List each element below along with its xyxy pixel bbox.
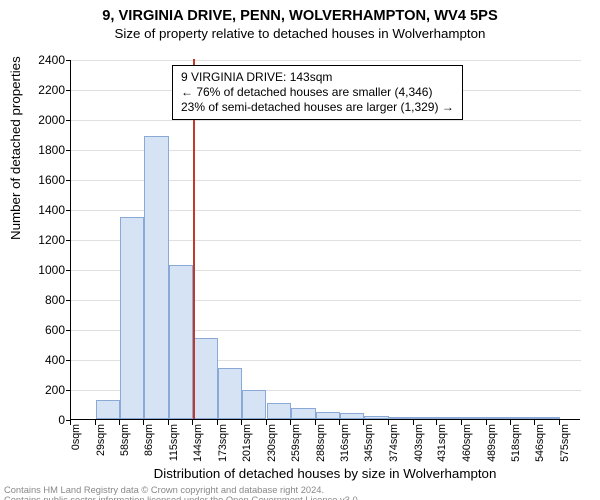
histogram-bar <box>437 417 462 419</box>
histogram-bar <box>535 417 560 419</box>
y-tick-label: 600 <box>5 323 65 337</box>
annotation-line2: ← 76% of detached houses are smaller (4,… <box>181 85 454 100</box>
footer-line2: Contains public sector information licen… <box>4 495 596 500</box>
x-axis-label: Distribution of detached houses by size … <box>70 466 580 481</box>
y-tick-label: 1400 <box>5 203 65 217</box>
histogram-bar <box>96 400 121 420</box>
histogram-bar <box>193 338 218 419</box>
histogram-bar <box>218 368 242 419</box>
annotation-line3: 23% of semi-detached houses are larger (… <box>181 100 454 115</box>
y-tick-label: 200 <box>5 383 65 397</box>
histogram-bar <box>316 412 340 419</box>
y-tick-mark <box>66 120 71 121</box>
footer-attribution: Contains HM Land Registry data © Crown c… <box>4 485 596 500</box>
y-tick-label: 1200 <box>5 233 65 247</box>
histogram-bar <box>291 408 316 419</box>
y-tick-label: 2000 <box>5 113 65 127</box>
plot-wrap: 9 VIRGINIA DRIVE: 143sqm ← 76% of detach… <box>70 60 580 420</box>
histogram-bar <box>487 417 512 419</box>
y-tick-mark <box>66 90 71 91</box>
y-tick-mark <box>66 300 71 301</box>
y-tick-mark <box>66 390 71 391</box>
histogram-bar <box>389 417 414 419</box>
histogram-bar <box>267 403 292 419</box>
y-tick-label: 2400 <box>5 53 65 67</box>
y-tick-mark <box>66 240 71 241</box>
annotation-box: 9 VIRGINIA DRIVE: 143sqm ← 76% of detach… <box>172 65 463 120</box>
histogram-bar <box>340 413 365 419</box>
chart-title: 9, VIRGINIA DRIVE, PENN, WOLVERHAMPTON, … <box>0 8 600 24</box>
y-tick-label: 1000 <box>5 263 65 277</box>
histogram-bar <box>144 136 169 419</box>
footer-line1: Contains HM Land Registry data © Crown c… <box>4 485 596 496</box>
y-tick-mark <box>66 360 71 361</box>
y-tick-mark <box>66 150 71 151</box>
y-tick-mark <box>66 270 71 271</box>
gridline <box>71 60 581 61</box>
y-tick-label: 0 <box>5 413 65 427</box>
chart-subtitle: Size of property relative to detached ho… <box>0 26 600 41</box>
y-tick-mark <box>66 180 71 181</box>
histogram-bar <box>462 417 487 419</box>
histogram-bar <box>120 217 144 420</box>
y-tick-label: 800 <box>5 293 65 307</box>
annotation-line1: 9 VIRGINIA DRIVE: 143sqm <box>181 70 454 85</box>
histogram-bar <box>511 417 535 419</box>
y-tick-label: 400 <box>5 353 65 367</box>
histogram-bar <box>169 265 194 420</box>
y-tick-label: 2200 <box>5 83 65 97</box>
y-tick-mark <box>66 210 71 211</box>
y-tick-label: 1600 <box>5 173 65 187</box>
gridline <box>71 120 581 121</box>
y-tick-mark <box>66 60 71 61</box>
histogram-bar <box>242 390 267 419</box>
histogram-bar <box>364 416 389 419</box>
y-tick-mark <box>66 330 71 331</box>
histogram-bar <box>414 417 438 419</box>
y-tick-label: 1800 <box>5 143 65 157</box>
